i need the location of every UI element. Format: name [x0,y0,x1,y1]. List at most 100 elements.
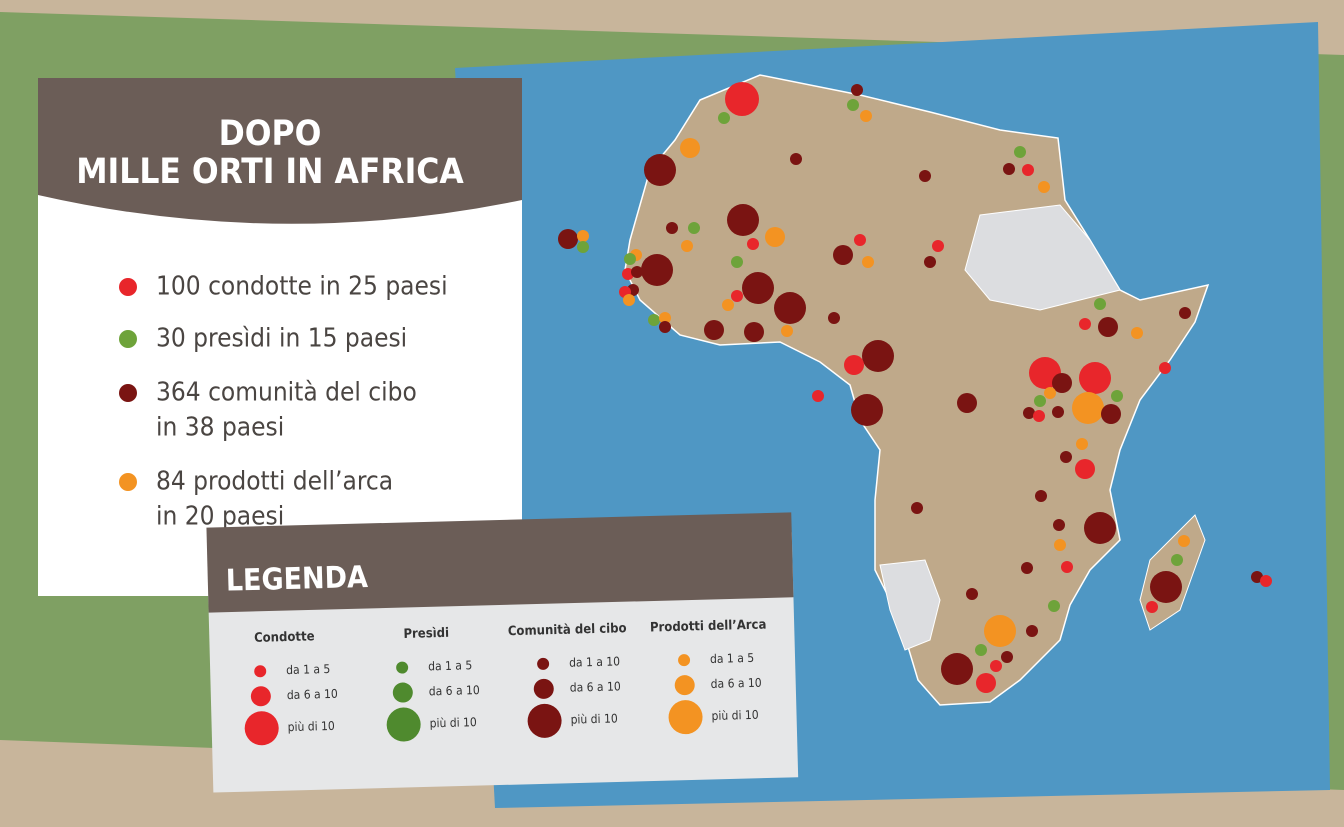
map-marker [680,138,700,158]
map-marker [1014,146,1026,158]
map-marker [1150,571,1182,603]
map-marker [727,204,759,236]
map-marker [790,153,802,165]
map-marker [688,222,700,234]
map-marker [828,312,840,324]
map-marker [1131,327,1143,339]
map-marker [725,82,759,116]
stat-text: 364 comunità del cibo [156,378,417,408]
legend-column-header: Comunità del cibo [508,621,627,639]
map-marker [1251,571,1263,583]
map-marker [1044,387,1056,399]
legend-size-label: più di 10 [711,708,759,723]
map-marker [623,294,635,306]
map-marker [1111,390,1123,402]
map-marker [976,673,996,693]
map-marker [941,653,973,685]
map-marker [659,321,671,333]
map-marker [1146,601,1158,613]
map-marker [1022,164,1034,176]
map-marker [1052,406,1064,418]
legend-dot [392,682,413,703]
map-marker [666,222,678,234]
map-marker [747,238,759,250]
map-marker [1001,651,1013,663]
legend-size-label: da 1 a 5 [428,658,472,673]
legend-dot [527,703,562,738]
map-marker [1060,451,1072,463]
stat-text: 100 condotte in 25 paesi [156,272,448,302]
stat-text: 84 prodotti dell’arca [156,467,393,497]
map-marker [742,272,774,304]
map-marker [659,312,671,324]
legend-dot [244,711,279,746]
title-line: DOPO [219,114,322,154]
map-marker [718,112,730,124]
legend-size-label: da 6 a 10 [570,679,621,694]
map-marker [744,322,764,342]
map-marker [860,110,872,122]
map-marker [644,154,676,186]
card-header [38,78,522,224]
legend-dot [674,675,695,696]
map-marker [1052,373,1072,393]
bullet [119,278,137,296]
map-marker [1072,392,1104,424]
legend-size-label: da 1 a 10 [569,654,620,669]
bullet [119,384,137,402]
legend-size-label: da 6 a 10 [711,676,762,691]
map-marker [932,240,944,252]
map-marker [648,314,660,326]
map-marker [851,84,863,96]
map-marker [1061,561,1073,573]
map-marker [1171,554,1183,566]
legend-header [206,512,794,613]
legend-size-label: più di 10 [287,719,335,734]
legend-content: LEGENDA Condotte da 1 a 5 da 6 a 10 più di 1… [225,560,767,746]
map-marker [1079,362,1111,394]
map-marker [1038,181,1050,193]
map-marker [862,256,874,268]
legend-title: LEGENDA [225,560,368,599]
map-marker [781,325,793,337]
legend-size-label: da 1 a 5 [710,651,754,666]
map-marker [862,340,894,372]
legend-column-header: Condotte [254,629,315,646]
bullet [119,473,137,491]
map-marker [631,266,643,278]
map-marker [1179,307,1191,319]
legend-size-label: da 6 a 10 [287,687,338,702]
map-marker [765,227,785,247]
map-marker [1033,410,1045,422]
map-marker [919,170,931,182]
map-marker [1053,519,1065,531]
map-marker [577,230,589,242]
legend-column-header: Presìdi [403,626,449,642]
legend-dot [386,707,421,742]
legend-size-label: da 6 a 10 [429,683,480,698]
map-marker [1034,395,1046,407]
map-marker [1035,490,1047,502]
map-marker [1076,438,1088,450]
legend-size-label: da 1 a 5 [286,662,330,677]
map-marker [1159,362,1171,374]
map-markers [558,82,1272,693]
legend-dot [678,654,691,667]
map-marker [1021,562,1033,574]
map-marker [731,256,743,268]
map-marker [911,502,923,514]
map-marker [558,229,578,249]
map-marker [854,234,866,246]
unmarked-country [964,204,1121,311]
map-marker [851,394,883,426]
legend-dot [396,661,409,674]
map-marker [722,299,734,311]
legend-dot [254,665,267,678]
legend-dot [537,657,550,670]
map-marker [1023,407,1035,419]
map-marker [704,320,724,340]
legend-size-label: più di 10 [570,711,618,726]
map-marker [1075,459,1095,479]
